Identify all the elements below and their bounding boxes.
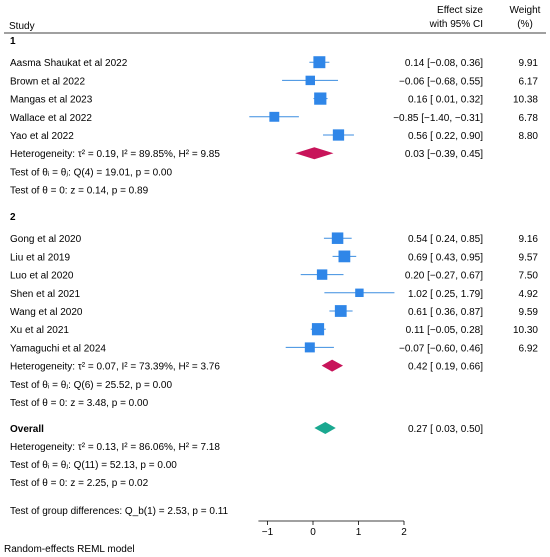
overall-label: Overall — [10, 424, 44, 435]
study-marker — [314, 92, 327, 105]
study-ci-text: 0.20 [−0.27, 0.67] — [405, 271, 483, 282]
header-weight: Weight — [510, 5, 541, 16]
study-weight: 9.59 — [519, 307, 539, 318]
group-test-homogeneity: Test of θᵢ = θⱼ: Q(6) = 25.52, p = 0.00 — [10, 380, 172, 391]
study-weight: 7.50 — [519, 271, 539, 282]
study-marker — [313, 56, 326, 69]
group-label: 1 — [10, 36, 16, 47]
study-weight: 4.92 — [519, 289, 539, 300]
study-weight: 6.17 — [519, 76, 539, 87]
study-ci-text: 0.56 [ 0.22, 0.90] — [408, 131, 483, 142]
x-axis-tick-label: 2 — [401, 527, 407, 538]
group-summary-ci-text: 0.42 [ 0.19, 0.66] — [408, 362, 483, 373]
study-weight: 10.38 — [513, 95, 538, 106]
study-label: Aasma Shaukat et al 2022 — [10, 58, 128, 69]
group-test-zero: Test of θ = 0: z = 0.14, p = 0.89 — [10, 186, 149, 197]
study-ci-text: 1.02 [ 0.25, 1.79] — [408, 289, 483, 300]
study-label: Yamaguchi et al 2024 — [10, 343, 106, 354]
study-label: Liu et al 2019 — [10, 252, 70, 263]
study-weight: 6.92 — [519, 343, 539, 354]
header-effect-size: Effect size — [437, 5, 483, 16]
overall-diamond — [314, 422, 336, 434]
study-weight: 8.80 — [519, 131, 539, 142]
study-marker — [311, 323, 325, 336]
overall-ci-text: 0.27 [ 0.03, 0.50] — [408, 424, 483, 435]
x-axis-tick-label: 1 — [356, 527, 362, 538]
study-weight: 9.57 — [519, 252, 539, 263]
study-marker — [305, 75, 315, 86]
study-weight: 9.16 — [519, 234, 539, 245]
group-summary-diamond — [295, 147, 334, 160]
group-heterogeneity: Heterogeneity: τ² = 0.19, I² = 89.85%, H… — [10, 149, 220, 160]
study-ci-text: −0.07 [−0.60, 0.46] — [399, 343, 483, 354]
study-marker — [355, 288, 364, 298]
study-label: Luo et al 2020 — [10, 271, 74, 282]
study-label: Wallace et al 2022 — [10, 113, 92, 124]
overall-heterogeneity: Heterogeneity: τ² = 0.13, I² = 86.06%, H… — [10, 442, 220, 453]
group-test-zero: Test of θ = 0: z = 3.48, p = 0.00 — [10, 398, 149, 409]
study-marker — [338, 250, 351, 263]
study-ci-text: 0.61 [ 0.36, 0.87] — [408, 307, 483, 318]
forest-rows: 1 Aasma Shaukat et al 2022 0.14 [−0.08, 0.… — [10, 36, 538, 517]
group-heterogeneity: Heterogeneity: τ² = 0.07, I² = 73.39%, H… — [10, 362, 220, 373]
header-study: Study — [9, 21, 35, 32]
study-ci-text: 0.14 [−0.08, 0.36] — [405, 58, 483, 69]
study-marker — [304, 342, 315, 353]
x-axis: −1 0 1 2 — [258, 520, 407, 538]
study-weight: 10.30 — [513, 325, 538, 336]
study-label: Yao et al 2022 — [10, 131, 74, 142]
study-label: Wang et al 2020 — [10, 307, 83, 318]
x-axis-tick-label: 0 — [310, 527, 316, 538]
study-ci-text: 0.69 [ 0.43, 0.95] — [408, 252, 483, 263]
study-ci-text: 0.54 [ 0.24, 0.85] — [408, 234, 483, 245]
study-marker — [316, 269, 328, 280]
study-marker — [331, 232, 344, 244]
study-label: Gong et al 2020 — [10, 234, 82, 245]
study-label: Shen et al 2021 — [10, 289, 80, 300]
group-difference-test: Test of group differences: Q_b(1) = 2.53… — [10, 506, 229, 517]
study-ci-text: 0.11 [−0.05, 0.28] — [406, 325, 484, 336]
group-summary-ci-text: 0.03 [−0.39, 0.45] — [405, 149, 483, 160]
study-marker — [334, 305, 347, 317]
overall-test-zero: Test of θ = 0: z = 2.25, p = 0.02 — [10, 478, 149, 489]
header-weight-unit: (%) — [517, 19, 533, 30]
study-ci-text: −0.06 [−0.68, 0.55] — [399, 76, 483, 87]
group-summary-diamond — [321, 359, 344, 372]
header-effect-ci: with 95% CI — [429, 19, 483, 30]
study-weight: 9.91 — [519, 58, 539, 69]
overall-test-homogeneity: Test of θᵢ = θⱼ: Q(11) = 52.13, p = 0.00 — [10, 460, 177, 471]
group-label: 2 — [10, 212, 16, 223]
study-marker — [332, 129, 345, 141]
group-test-homogeneity: Test of θᵢ = θⱼ: Q(4) = 19.01, p = 0.00 — [10, 167, 172, 178]
study-ci-text: −0.85 [−1.40, −0.31] — [393, 113, 483, 124]
study-label: Brown et al 2022 — [10, 76, 85, 87]
footnote: Random-effects REML model — [4, 544, 135, 555]
x-axis-tick-label: −1 — [262, 527, 274, 538]
study-marker — [269, 111, 280, 122]
study-label: Xu et al 2021 — [10, 325, 69, 336]
study-weight: 6.78 — [519, 113, 539, 124]
study-ci-text: 0.16 [ 0.01, 0.32] — [408, 95, 483, 106]
study-label: Mangas et al 2023 — [10, 95, 93, 106]
